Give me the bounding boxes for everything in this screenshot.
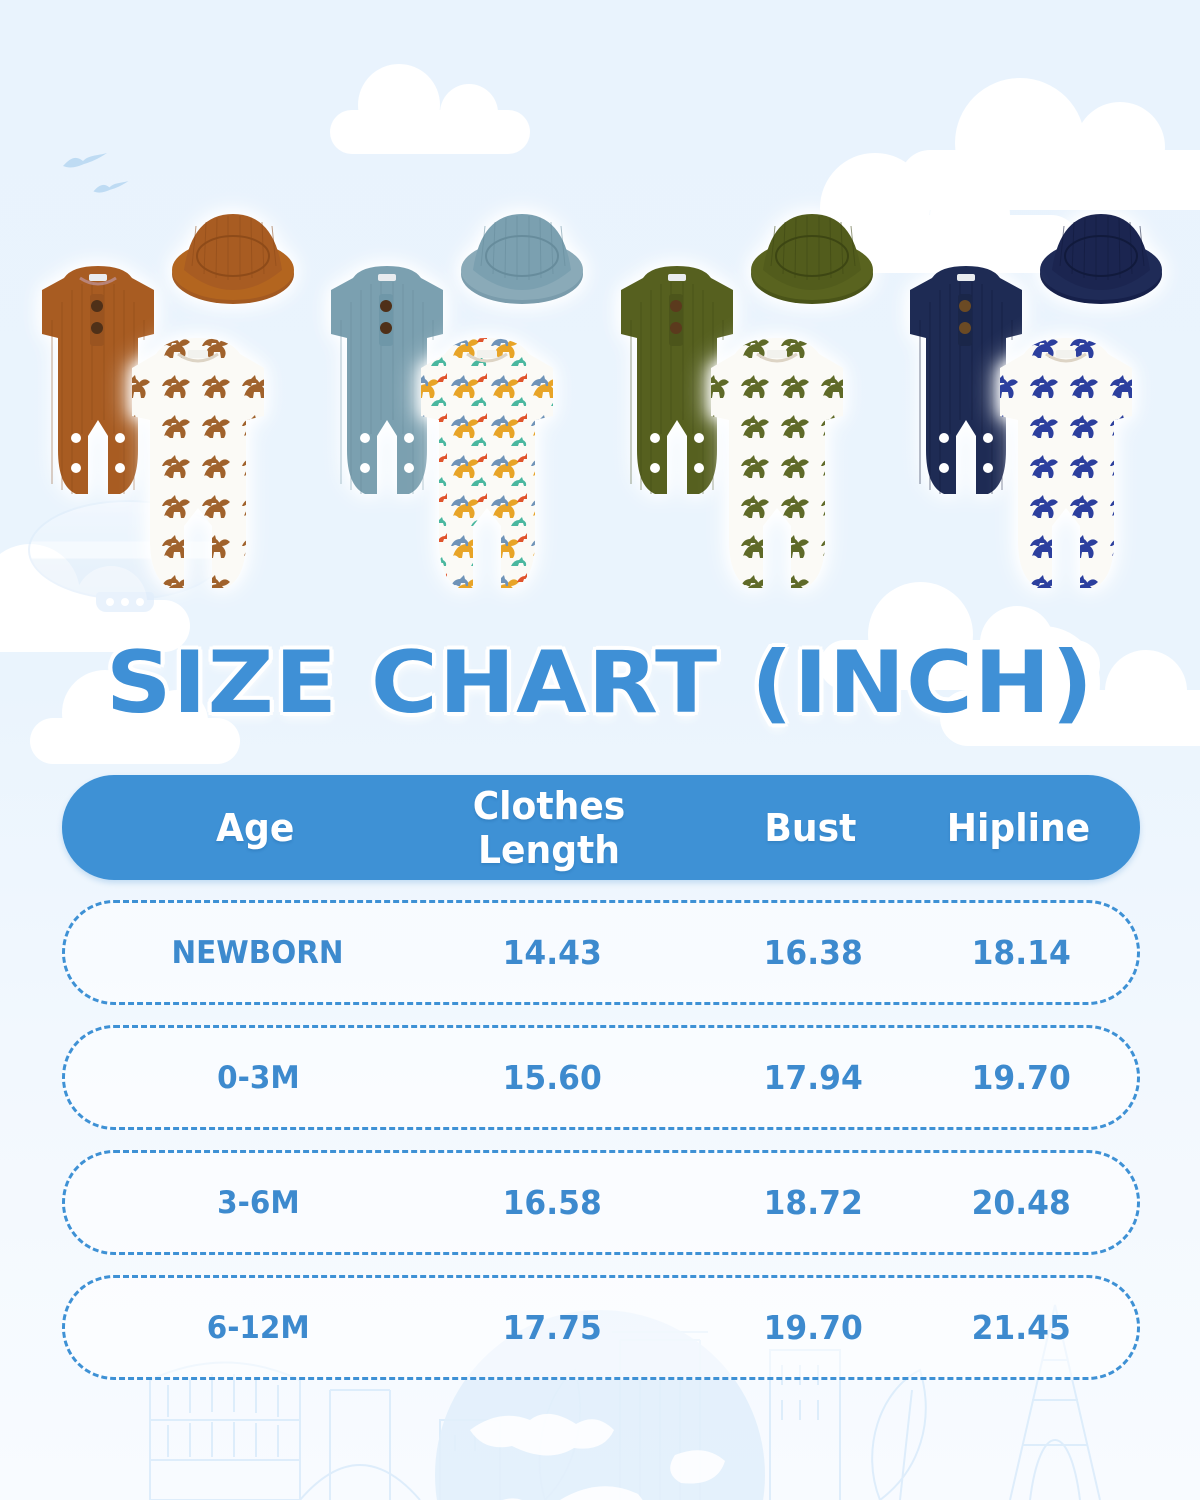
cell-hipline: 21.45 bbox=[971, 1308, 1071, 1347]
product-photo-strip bbox=[0, 190, 1200, 630]
bucket-hat-icon bbox=[1039, 214, 1162, 304]
product-set bbox=[890, 190, 1178, 630]
ribbed-romper-icon bbox=[331, 266, 444, 494]
ribbed-romper-icon bbox=[620, 266, 733, 494]
dinosaur-print-romper-icon bbox=[999, 338, 1132, 588]
dinosaur-print-romper-icon bbox=[710, 338, 843, 588]
cell-length: 16.58 bbox=[502, 1183, 602, 1222]
bucket-hat-icon bbox=[461, 214, 584, 304]
size-chart-table: Age Clothes Length Bust Hipline NEWBORN … bbox=[62, 775, 1140, 1380]
cell-hipline: 18.14 bbox=[971, 933, 1071, 972]
cell-bust: 17.94 bbox=[763, 1058, 864, 1097]
cell-age: NEWBORN bbox=[171, 934, 345, 971]
table-header-row: Age Clothes Length Bust Hipline bbox=[62, 775, 1140, 880]
column-header-bust: Bust bbox=[764, 805, 857, 850]
cell-bust: 18.72 bbox=[763, 1183, 864, 1222]
product-set bbox=[601, 190, 889, 630]
ribbed-romper-icon bbox=[909, 266, 1022, 494]
airship-decoration bbox=[28, 500, 228, 612]
table-row: 6-12M 17.75 19.70 21.45 bbox=[62, 1275, 1140, 1380]
cloud-decoration bbox=[0, 544, 190, 652]
cloud-decoration bbox=[330, 64, 530, 154]
column-header-age: Age bbox=[215, 805, 295, 850]
ribbed-romper-icon bbox=[42, 266, 154, 494]
dinosaur-print-romper-icon bbox=[132, 338, 264, 588]
cell-hipline: 20.48 bbox=[971, 1183, 1071, 1222]
dinosaur-print-romper-icon bbox=[421, 338, 554, 588]
cell-bust: 19.70 bbox=[763, 1308, 864, 1347]
column-header-hipline: Hipline bbox=[946, 805, 1090, 850]
cell-age: 0-3M bbox=[216, 1059, 300, 1096]
table-row: 0-3M 15.60 17.94 19.70 bbox=[62, 1025, 1140, 1130]
column-header-length: Clothes Length bbox=[472, 783, 626, 872]
bird-icon bbox=[93, 181, 129, 193]
cell-length: 14.43 bbox=[502, 933, 602, 972]
product-set bbox=[311, 190, 599, 630]
cell-bust: 16.38 bbox=[763, 933, 864, 972]
bucket-hat-icon bbox=[172, 214, 294, 304]
cell-age: 6-12M bbox=[206, 1309, 310, 1346]
product-set bbox=[22, 190, 310, 630]
table-row: NEWBORN 14.43 16.38 18.14 bbox=[62, 900, 1140, 1005]
cell-hipline: 19.70 bbox=[971, 1058, 1071, 1097]
cell-length: 15.60 bbox=[502, 1058, 602, 1097]
cell-length: 17.75 bbox=[502, 1308, 602, 1347]
page-title: SIZE CHART (INCH) bbox=[105, 633, 1095, 733]
cloud-decoration bbox=[900, 78, 1200, 210]
cloud-decoration bbox=[30, 670, 240, 764]
cloud-decoration bbox=[820, 582, 1100, 690]
bucket-hat-icon bbox=[750, 214, 873, 304]
bird-icon bbox=[63, 153, 107, 168]
cell-age: 3-6M bbox=[216, 1184, 300, 1221]
table-row: 3-6M 16.58 18.72 20.48 bbox=[62, 1150, 1140, 1255]
